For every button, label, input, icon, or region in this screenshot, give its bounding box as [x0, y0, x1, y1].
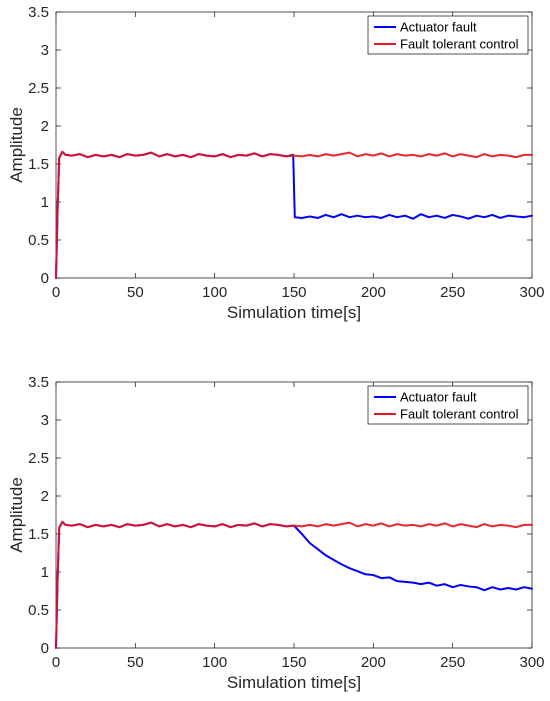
y-tick-label: 2.5 — [28, 80, 49, 97]
plot-area — [55, 11, 533, 279]
series-line-fault-tolerant-control — [55, 150, 533, 279]
y-tick-label: 0 — [41, 640, 49, 657]
legend-label: Fault tolerant control — [400, 37, 519, 52]
y-tick-label: 2 — [41, 118, 49, 135]
legend-label: Actuator fault — [400, 390, 477, 405]
x-tick-label: 0 — [52, 284, 60, 301]
y-tick-label: 3.5 — [28, 4, 49, 21]
x-tick-label: 100 — [202, 284, 227, 301]
y-tick-label: 0.5 — [28, 232, 49, 249]
x-tick-label: 300 — [519, 654, 544, 671]
x-tick-label: 250 — [440, 284, 465, 301]
chart-panel-bottom: 0 50 100 150 200 250 300 0 0.5 1 1.5 2 2.5 3 3.5 Simula… — [7, 374, 545, 692]
legend-label: Actuator fault — [400, 20, 477, 35]
x-tick-label: 200 — [361, 654, 386, 671]
x-tick-label: 0 — [52, 654, 60, 671]
x-tick-label: 300 — [519, 284, 544, 301]
x-tick-label: 100 — [202, 654, 227, 671]
legend-box — [367, 385, 529, 425]
y-tick-label: 1 — [41, 564, 49, 581]
x-tick-label: 50 — [127, 284, 144, 301]
series-line-fault-tolerant-control — [55, 520, 533, 649]
x-tick-label: 150 — [281, 284, 306, 301]
y-tick-label: 2 — [41, 488, 49, 505]
legend-label: Fault tolerant control — [400, 407, 519, 422]
x-axis-title: Simulation time[s] — [227, 673, 361, 692]
x-tick-label: 250 — [440, 654, 465, 671]
x-tick-label: 150 — [281, 654, 306, 671]
legend-box — [367, 15, 529, 55]
x-tick-label: 200 — [361, 284, 386, 301]
y-tick-label: 1.5 — [28, 526, 49, 543]
legend: Actuator fault Fault tolerant control — [367, 385, 529, 425]
y-tick-label: 1 — [41, 194, 49, 211]
y-tick-label: 1.5 — [28, 156, 49, 173]
chart-panel-top: 0 50 100 150 200 250 300 0 0.5 1 1.5 2 2.5 3 3.5 Simula… — [7, 4, 545, 322]
x-tick-label: 50 — [127, 654, 144, 671]
y-tick-label: 3 — [41, 412, 49, 429]
legend: Actuator fault Fault tolerant control — [367, 15, 529, 55]
y-tick-label: 2.5 — [28, 450, 49, 467]
x-axis-title: Simulation time[s] — [227, 303, 361, 322]
y-axis-title: Amplitude — [7, 477, 26, 553]
y-tick-label: 0 — [41, 270, 49, 287]
y-tick-label: 3.5 — [28, 374, 49, 391]
y-tick-label: 3 — [41, 42, 49, 59]
y-axis-title: Amplitude — [7, 107, 26, 183]
y-tick-label: 0.5 — [28, 602, 49, 619]
